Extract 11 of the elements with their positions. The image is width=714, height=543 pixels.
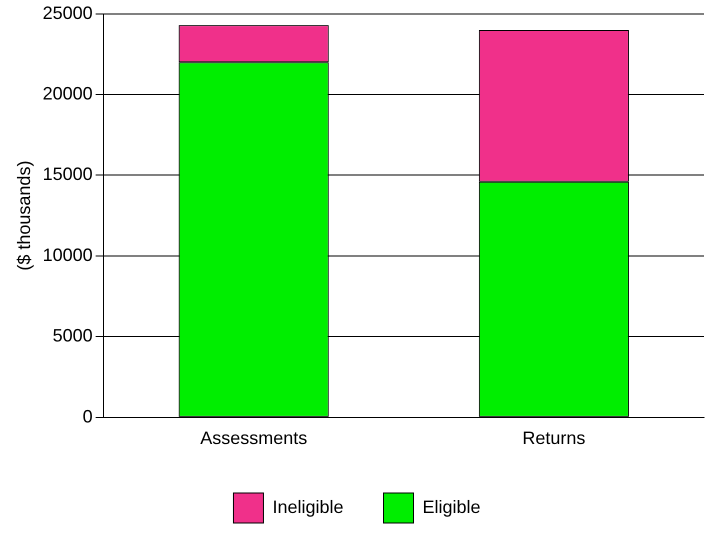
x-tick-label: Returns	[522, 428, 586, 448]
y-tick-label: 15000	[42, 164, 93, 184]
y-tick-label: 0	[82, 406, 93, 426]
x-tick-label: Assessments	[200, 428, 308, 448]
y-tick-label: 10000	[42, 244, 93, 265]
y-tick-label: 5000	[52, 326, 93, 346]
legend-label: Eligible	[422, 496, 481, 517]
y-axis-title: ($ thousands)	[14, 160, 34, 271]
y-tick-label: 20000	[42, 83, 93, 104]
legend-label: Ineligible	[272, 496, 344, 517]
y-tick-label: 25000	[42, 2, 93, 23]
